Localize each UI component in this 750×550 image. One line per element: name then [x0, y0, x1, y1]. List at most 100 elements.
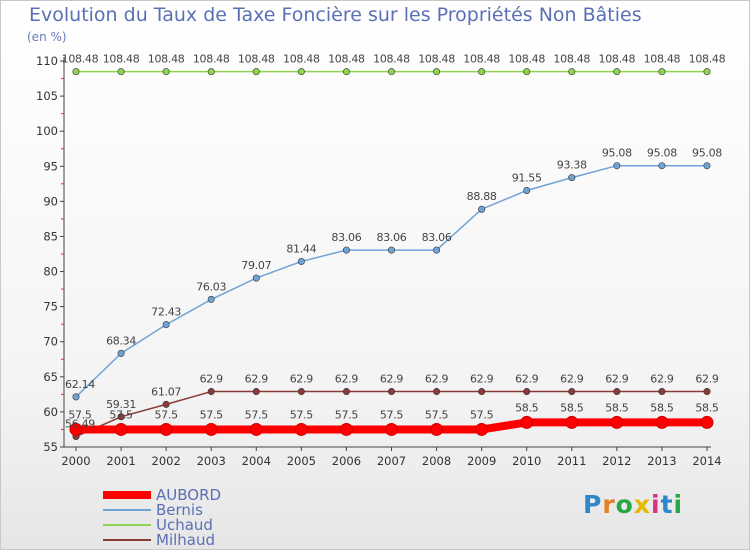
- data-label-uchaud: 108.48: [418, 53, 455, 66]
- data-label-uchaud: 108.48: [463, 53, 500, 66]
- data-label-milhaud: 62.9: [515, 373, 539, 386]
- data-label-aubord: 57.5: [290, 408, 314, 421]
- data-point-milhaud: [117, 413, 125, 421]
- data-label-milhaud: 61.07: [151, 385, 181, 398]
- data-point-bernis: [478, 205, 486, 213]
- data-point-uchaud: [478, 68, 486, 76]
- data-label-uchaud: 108.48: [103, 53, 140, 66]
- y-tick-label: 100: [36, 124, 58, 138]
- data-point-uchaud: [117, 68, 125, 76]
- data-point-aubord: [249, 422, 263, 436]
- data-point-bernis: [613, 162, 621, 170]
- data-point-aubord: [69, 422, 83, 436]
- data-label-bernis: 83.06: [377, 231, 407, 244]
- data-point-milhaud: [703, 388, 711, 396]
- legend-label-uchaud: Uchaud: [156, 516, 213, 534]
- data-point-milhaud: [252, 388, 260, 396]
- y-tick-label: 90: [43, 194, 58, 208]
- data-label-bernis: 72.43: [151, 306, 181, 319]
- data-label-aubord: 58.5: [515, 401, 539, 414]
- data-point-milhaud: [568, 388, 576, 396]
- x-tick-label: 2004: [242, 454, 271, 468]
- data-point-aubord: [294, 422, 308, 436]
- data-point-milhaud: [523, 388, 531, 396]
- y-tick-label: 80: [43, 265, 58, 279]
- logo-letter: x: [633, 490, 651, 519]
- data-label-aubord: 58.5: [695, 401, 719, 414]
- data-label-aubord: 57.5: [245, 408, 269, 421]
- data-label-milhaud: 62.9: [470, 373, 494, 386]
- x-tick-label: 2012: [602, 454, 631, 468]
- data-label-milhaud: 62.9: [380, 373, 404, 386]
- data-point-bernis: [162, 321, 170, 329]
- data-label-aubord: 58.5: [605, 401, 629, 414]
- data-label-aubord: 57.5: [154, 408, 178, 421]
- data-label-uchaud: 108.48: [553, 53, 590, 66]
- data-label-aubord: 57.5: [68, 408, 92, 421]
- data-point-aubord: [610, 415, 624, 429]
- data-point-milhaud: [658, 388, 666, 396]
- x-tick-label: 2007: [377, 454, 406, 468]
- data-point-aubord: [565, 415, 579, 429]
- data-point-milhaud: [207, 388, 215, 396]
- data-label-aubord: 57.5: [425, 408, 449, 421]
- data-point-bernis: [207, 295, 215, 303]
- data-label-milhaud: 56.49: [65, 418, 95, 431]
- y-tick-label: 110: [36, 54, 58, 68]
- data-label-uchaud: 108.48: [599, 53, 636, 66]
- data-label-milhaud: 62.9: [245, 373, 269, 386]
- data-label-uchaud: 108.48: [328, 53, 365, 66]
- data-label-uchaud: 108.48: [193, 53, 230, 66]
- data-label-milhaud: 62.9: [425, 373, 449, 386]
- x-tick-label: 2010: [512, 454, 541, 468]
- data-point-uchaud: [568, 68, 576, 76]
- data-label-uchaud: 108.48: [644, 53, 681, 66]
- data-label-uchaud: 108.48: [283, 53, 320, 66]
- data-point-bernis: [342, 246, 350, 254]
- series-line-bernis: [75, 164, 708, 398]
- data-label-uchaud: 108.48: [238, 53, 275, 66]
- data-label-milhaud: 62.9: [560, 373, 584, 386]
- data-point-milhaud: [342, 388, 350, 396]
- data-label-milhaud: 59.31: [106, 398, 136, 411]
- data-point-aubord: [700, 415, 714, 429]
- data-point-bernis: [72, 393, 80, 401]
- data-label-bernis: 95.08: [647, 147, 677, 160]
- y-tick-label: 65: [43, 370, 58, 384]
- data-label-aubord: 57.5: [335, 408, 359, 421]
- data-point-uchaud: [162, 68, 170, 76]
- data-point-aubord: [385, 422, 398, 436]
- y-tick-label: 105: [36, 89, 58, 103]
- logo-letter: i: [651, 490, 661, 519]
- data-label-aubord: 58.5: [650, 401, 674, 414]
- x-tick-label: 2013: [647, 454, 676, 468]
- data-label-aubord: 58.5: [560, 401, 584, 414]
- data-label-uchaud: 108.48: [508, 53, 545, 66]
- data-label-milhaud: 62.9: [335, 373, 359, 386]
- data-label-aubord: 57.5: [470, 408, 494, 421]
- data-point-uchaud: [207, 68, 215, 76]
- data-point-uchaud: [658, 68, 666, 76]
- data-point-aubord: [159, 422, 173, 436]
- data-label-bernis: 88.88: [467, 190, 497, 203]
- logo-letter: o: [615, 490, 634, 519]
- logo-letter: r: [602, 490, 616, 519]
- x-tick-label: 2014: [692, 454, 721, 468]
- data-point-bernis: [252, 274, 260, 282]
- data-point-uchaud: [387, 68, 395, 76]
- data-point-uchaud: [342, 68, 350, 76]
- x-tick-label: 2000: [61, 454, 90, 468]
- data-point-bernis: [658, 162, 666, 170]
- data-label-bernis: 62.14: [65, 378, 95, 391]
- y-tick-label: 85: [43, 229, 58, 243]
- x-tick-label: 2002: [152, 454, 181, 468]
- data-point-bernis: [387, 246, 395, 254]
- data-point-uchaud: [72, 68, 80, 76]
- data-label-bernis: 76.03: [196, 280, 226, 293]
- data-point-aubord: [339, 422, 353, 436]
- data-point-aubord: [475, 422, 489, 436]
- x-tick-label: 2006: [332, 454, 361, 468]
- data-label-bernis: 79.07: [241, 259, 271, 272]
- data-point-milhaud: [613, 388, 621, 396]
